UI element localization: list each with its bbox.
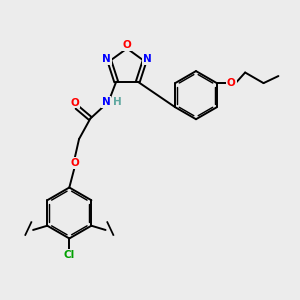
Text: O: O — [71, 98, 80, 108]
Text: O: O — [227, 78, 236, 88]
Text: N: N — [102, 54, 111, 64]
Text: O: O — [123, 40, 131, 50]
Text: N: N — [102, 97, 111, 107]
Text: N: N — [143, 54, 152, 64]
Text: H: H — [113, 97, 122, 107]
Text: O: O — [70, 158, 79, 168]
Text: Cl: Cl — [64, 250, 75, 260]
